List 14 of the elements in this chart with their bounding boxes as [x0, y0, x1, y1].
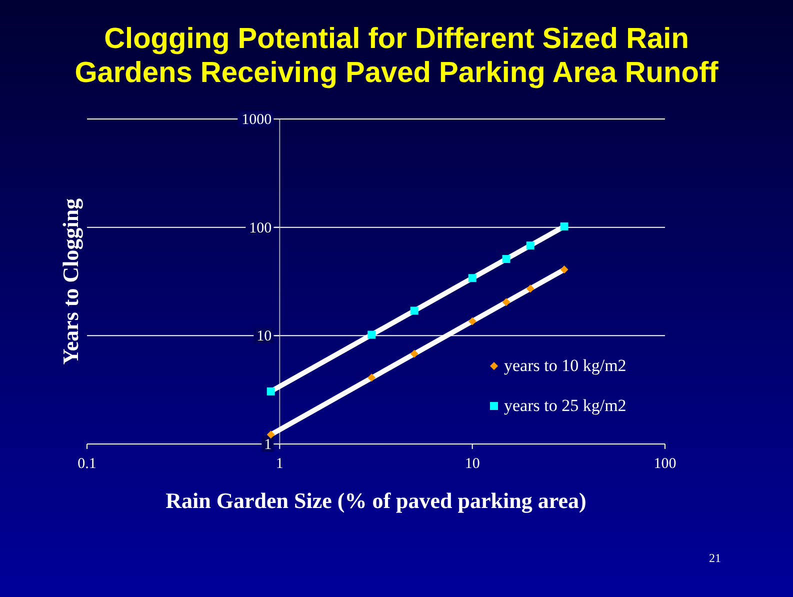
y-tick-label: 1000 [242, 112, 272, 128]
y-axis-title: Years to Clogging [58, 198, 83, 365]
x-tick-label: 1 [276, 456, 284, 472]
legend-label: years to 25 kg/m2 [504, 396, 626, 415]
text: 21 [709, 551, 721, 565]
x-tick-label: 10 [464, 456, 480, 472]
y-tick-label: 1 [264, 437, 272, 453]
chart-title: Clogging Potential for Different Sized Rain Gardens Receiving Paved Parking Area Runoff [74, 23, 719, 89]
x-tick-label: 100 [654, 456, 676, 472]
y-tick-label: 100 [249, 220, 272, 236]
legend-label: years to 10 kg/m2 [504, 356, 626, 375]
x-tick-label: 0.1 [78, 456, 96, 472]
y-tick-label: 10 [256, 328, 272, 345]
x-axis-title: Rain Garden Size (% of paved parking area) [166, 488, 586, 513]
